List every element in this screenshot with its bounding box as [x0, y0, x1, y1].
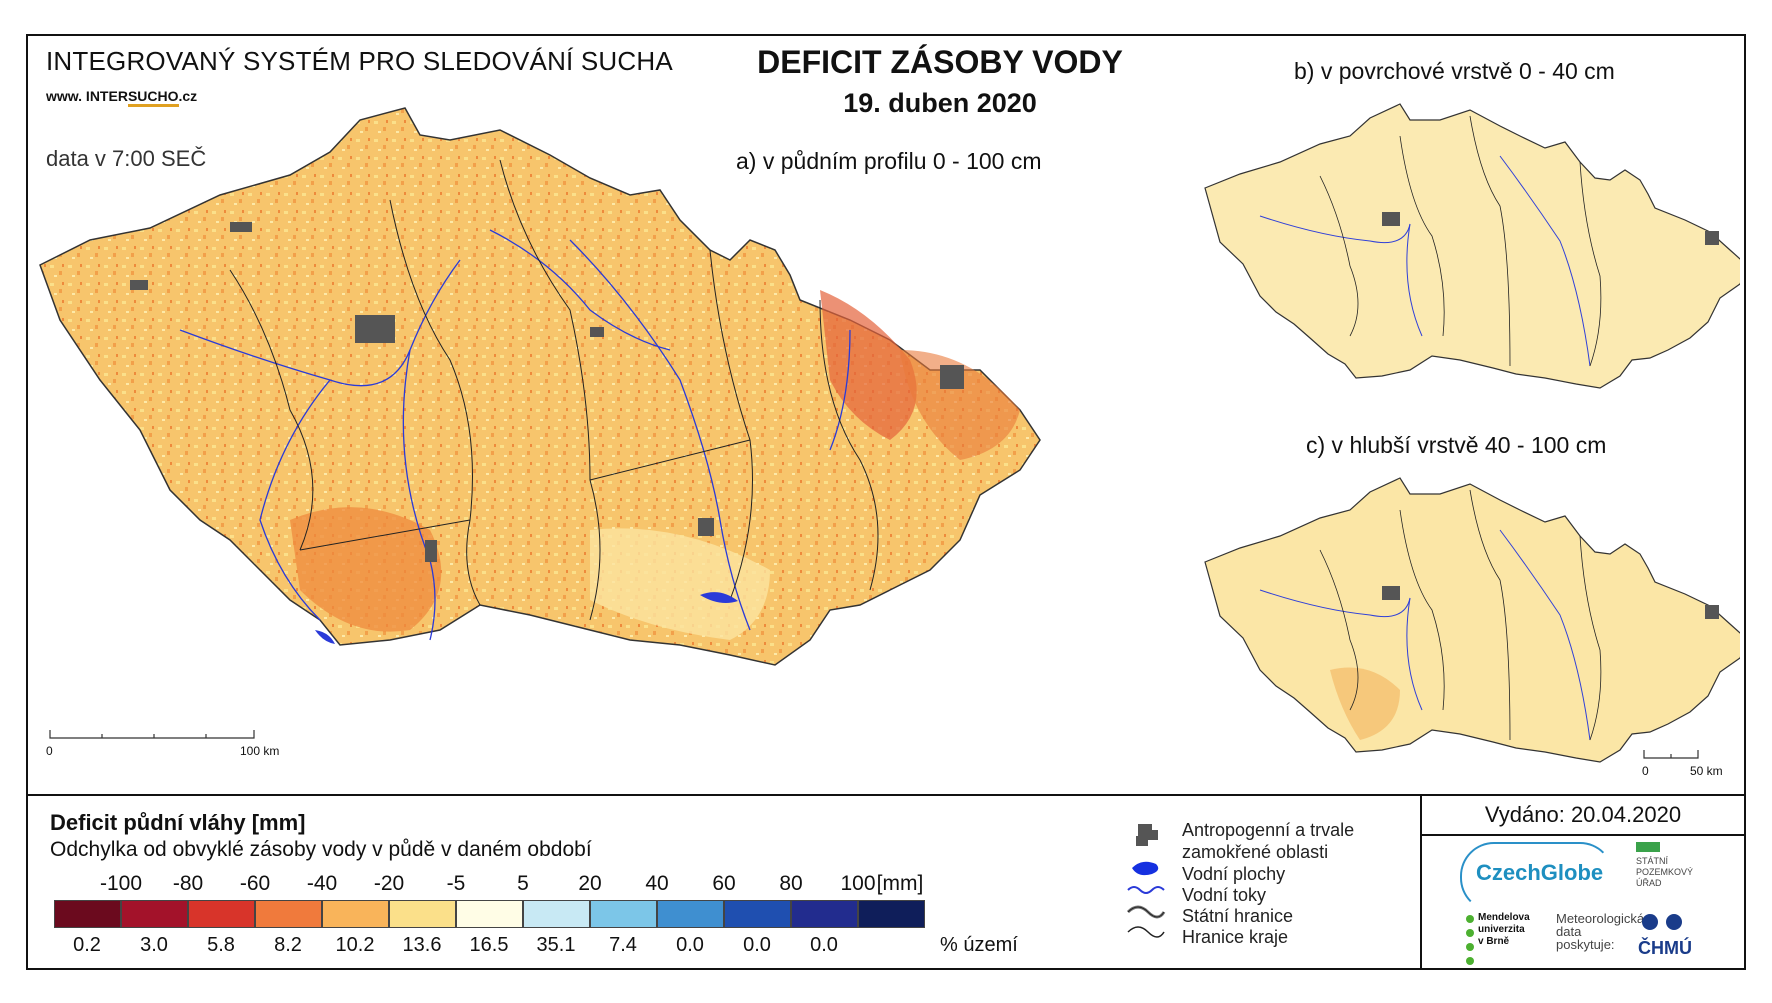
- percent-value: 0.0: [743, 934, 771, 956]
- break-label: -60: [239, 872, 271, 895]
- legend-swatch: [255, 900, 322, 928]
- region-borders-a: [229, 159, 879, 621]
- legend-swatch: [657, 900, 724, 928]
- map-c-deep-40-100: [1204, 477, 1740, 763]
- region-border-icon: [1127, 926, 1165, 938]
- brno-urban-area: [698, 518, 714, 536]
- lipno-reservoir: [315, 630, 335, 644]
- chmu-logo: ČHMÚ: [1638, 938, 1692, 958]
- legend-title: Deficit půdní vláhy [mm]: [50, 810, 306, 835]
- mendel-logo-dots: [1466, 915, 1474, 965]
- percent-value: 3.0: [140, 934, 168, 956]
- break-label: -80: [172, 872, 204, 895]
- scale-start-a: 0: [46, 744, 53, 758]
- logo-divider: [1420, 794, 1422, 970]
- break-label: -100: [99, 872, 143, 895]
- map-b-label: b) v povrchové vrstvě 0 - 40 cm: [1294, 58, 1615, 84]
- czech-outline-a: [39, 107, 1041, 666]
- scale-end-a: 100 km: [240, 744, 280, 758]
- legend-urban-label-2: zamokřené oblasti: [1182, 842, 1329, 862]
- legend-subtitle: Odchylka od obvyklé zásoby vody v půdě v…: [50, 838, 592, 861]
- legend-swatch: [389, 900, 456, 928]
- legend-swatch: [121, 900, 188, 928]
- prague-urban-area: [355, 315, 395, 343]
- river-icon: [1127, 886, 1165, 894]
- meteo-data-label: Meteorologická data poskytuje:: [1556, 911, 1645, 952]
- percent-value: 7.4: [609, 934, 637, 956]
- percent-value: 0.0: [810, 934, 838, 956]
- percent-value: 5.8: [207, 934, 235, 956]
- legend-region-border-label: Hranice kraje: [1182, 927, 1289, 947]
- scale-end-c: 50 km: [1690, 764, 1723, 778]
- map-a-label: a) v půdním profilu 0 - 100 cm: [736, 148, 1042, 174]
- percent-value: 16.5: [469, 934, 509, 956]
- legend-swatch: [858, 900, 925, 928]
- spu-logo-mark: [1636, 842, 1660, 852]
- break-label: 60: [712, 872, 736, 895]
- scale-bar-50km: [1643, 750, 1699, 759]
- legend-urban-label: Antropogenní a trvale: [1182, 820, 1355, 840]
- percent-value: 10.2: [335, 934, 375, 956]
- percent-unit: % území: [940, 934, 1018, 956]
- break-label: 80: [779, 872, 803, 895]
- break-label: -20: [373, 872, 405, 895]
- scale-start-c: 0: [1642, 764, 1649, 778]
- map-c-label: c) v hlubší vrstvě 40 - 100 cm: [1306, 432, 1607, 458]
- czechglobe-logo: CzechGlobe: [1476, 860, 1604, 885]
- percent-value: 13.6: [402, 934, 442, 956]
- legend-swatch: [590, 900, 657, 928]
- break-label: 40: [645, 872, 669, 895]
- legend-swatch: [791, 900, 858, 928]
- water-body-icon: [1132, 861, 1159, 876]
- legend-divider: [26, 794, 1746, 796]
- legend-swatch: [188, 900, 255, 928]
- percent-value: 8.2: [274, 934, 302, 956]
- spu-logo: STÁTNÍ POZEMKOVÝ ÚŘAD: [1636, 856, 1694, 888]
- break-label: 5: [517, 872, 529, 895]
- mendel-logo: Mendelova univerzita v Brně: [1478, 912, 1530, 947]
- website-link[interactable]: www. INTERSUCHO.cz: [46, 88, 197, 107]
- page-title: DEFICIT ZÁSOBY VODY: [757, 44, 1123, 80]
- legend-swatch: [322, 900, 389, 928]
- percent-value: 0.0: [676, 934, 704, 956]
- legend-color-scale: [54, 900, 925, 928]
- break-label: 100: [840, 872, 876, 895]
- legend-river-label: Vodní toky: [1182, 885, 1267, 905]
- hotspot-south-bohemia: [290, 507, 442, 632]
- issued-divider: [1420, 834, 1746, 836]
- urban-areas-a: [130, 222, 964, 562]
- legend-unit: [mm]: [876, 872, 924, 895]
- hotspot-east: [900, 350, 1020, 460]
- percent-value: 0.2: [73, 934, 101, 956]
- legend-state-border-label: Státní hranice: [1182, 906, 1294, 926]
- map-legend-icons: [1126, 824, 1166, 938]
- scale-bar-100km: [49, 730, 255, 739]
- data-time-label: data v 7:00 SEČ: [46, 146, 207, 171]
- state-border-inner: [1127, 906, 1165, 918]
- map-date: 19. duben 2020: [843, 88, 1037, 118]
- break-label: 20: [578, 872, 602, 895]
- legend-water-body-label: Vodní plochy: [1182, 864, 1286, 884]
- break-label: -40: [306, 872, 338, 895]
- system-title: INTEGROVANÝ SYSTÉM PRO SLEDOVÁNÍ SUCHA: [46, 46, 673, 76]
- percent-value: 35.1: [536, 934, 576, 956]
- legend-swatch: [456, 900, 523, 928]
- czechglobe-logo-arc: [1460, 842, 1614, 912]
- legend-swatch: [523, 900, 590, 928]
- ostrava-urban-area: [940, 365, 964, 389]
- urban-area-icon: [1136, 824, 1158, 846]
- map-b-surface-0-40: [1204, 103, 1740, 389]
- legend-swatch: [724, 900, 791, 928]
- chmu-logo-icon: [1642, 914, 1682, 930]
- legend-swatch: [54, 900, 121, 928]
- map-a-profile-0-100: [39, 107, 1041, 666]
- break-label: -5: [446, 872, 466, 895]
- nove-mlyny-reservoir: [700, 592, 738, 603]
- rivers-a: [179, 229, 851, 641]
- issued-date: Vydáno: 20.04.2020: [1484, 802, 1682, 827]
- light-south-moravia: [590, 528, 770, 640]
